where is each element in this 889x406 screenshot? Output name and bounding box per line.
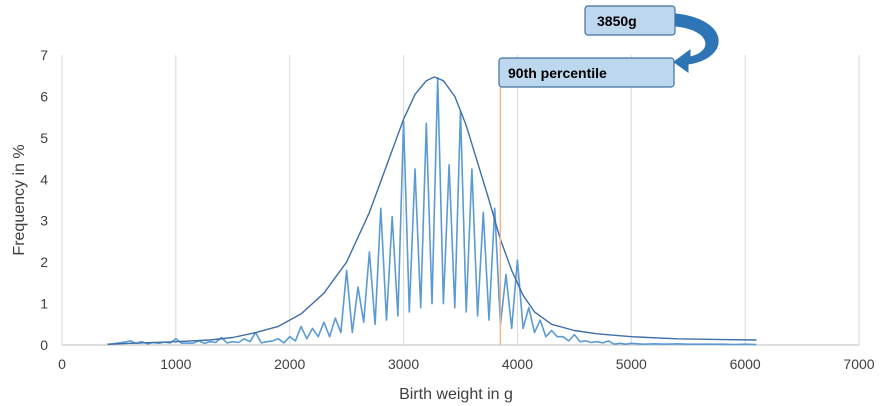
percentile-callout-label: 90th percentile xyxy=(508,65,607,81)
y-tick-label: 3 xyxy=(40,213,48,229)
value-callout-box xyxy=(584,5,676,36)
y-tick-label: 5 xyxy=(40,130,48,146)
raw-frequency-line xyxy=(107,77,757,346)
y-axis: 0 1 2 3 4 5 6 7 xyxy=(40,47,48,353)
x-tick-label: 3000 xyxy=(388,356,419,372)
percentile-callout: 90th percentile xyxy=(498,57,675,88)
smoothed-curve-line xyxy=(107,76,757,345)
y-tick-label: 6 xyxy=(40,88,48,104)
x-tick-label: 0 xyxy=(58,356,66,372)
curved-arrow xyxy=(673,13,719,73)
value-callout: 3850g xyxy=(584,5,676,36)
y-tick-label: 2 xyxy=(40,254,48,270)
y-tick-label: 0 xyxy=(40,337,48,353)
x-axis: 0 1000 2000 3000 4000 5000 6000 7000 xyxy=(58,344,875,372)
y-tick-label: 1 xyxy=(40,296,48,312)
value-callout-label: 3850g xyxy=(597,13,637,29)
y-tick-label: 4 xyxy=(40,171,48,187)
x-tick-label: 7000 xyxy=(843,356,874,372)
series-group xyxy=(107,76,757,346)
vertical-gridlines xyxy=(61,55,860,345)
x-tick-label: 2000 xyxy=(274,356,305,372)
x-tick-label: 6000 xyxy=(730,356,761,372)
y-tick-label: 7 xyxy=(40,47,48,63)
x-tick-label: 5000 xyxy=(616,356,647,372)
x-axis-title: Birth weight in g xyxy=(399,386,513,403)
y-axis-title: Frequency in % xyxy=(11,144,28,255)
curved-arrow-body xyxy=(673,13,719,73)
x-tick-label: 4000 xyxy=(502,356,533,372)
percentile-callout-box xyxy=(498,57,675,88)
x-tick-label: 1000 xyxy=(160,356,191,372)
